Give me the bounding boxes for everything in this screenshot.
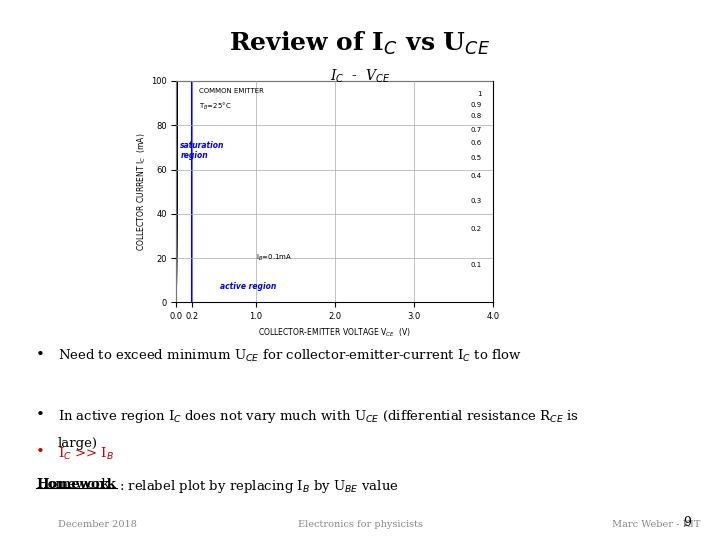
Text: •: • [36,348,45,362]
Text: 0.7: 0.7 [470,127,482,133]
Text: Need to exceed minimum U$_{CE}$ for collector-emitter-current I$_C$ to flow: Need to exceed minimum U$_{CE}$ for coll… [58,348,521,364]
Text: active region: active region [220,282,276,292]
X-axis label: COLLECTOR-EMITTER VOLTAGE V$_{CE}$  (V): COLLECTOR-EMITTER VOLTAGE V$_{CE}$ (V) [258,327,411,339]
Text: 0.4: 0.4 [470,173,482,179]
Text: I$_C$ >> I$_B$: I$_C$ >> I$_B$ [58,446,114,462]
Text: : relabel plot by replacing I$_B$ by U$_{BE}$ value: : relabel plot by replacing I$_B$ by U$_… [119,478,398,495]
Text: 9: 9 [683,516,691,529]
Text: In active region I$_C$ does not vary much with U$_{CE}$ (differential resistance: In active region I$_C$ does not vary muc… [58,408,579,424]
Text: T$_B$=25°C: T$_B$=25°C [199,101,231,112]
Text: 0.8: 0.8 [470,113,482,119]
Text: 0.3: 0.3 [470,198,482,204]
Text: Electronics for physicists: Electronics for physicists [297,520,423,529]
Text: I$_B$=0.1mA: I$_B$=0.1mA [256,253,292,263]
Text: •: • [36,408,45,422]
Text: 0.6: 0.6 [470,140,482,146]
Text: Review of I$_C$ vs U$_{CE}$: Review of I$_C$ vs U$_{CE}$ [230,30,490,57]
Text: I$_C$  -  V$_{CE}$: I$_C$ - V$_{CE}$ [330,68,390,85]
Text: Marc Weber - KIT: Marc Weber - KIT [612,520,701,529]
Text: 0.2: 0.2 [470,226,482,232]
Text: saturation
region: saturation region [181,141,225,160]
Text: large): large) [58,437,98,450]
Text: 0.5: 0.5 [470,156,482,161]
Text: •: • [36,446,45,460]
Text: Homework: Homework [36,478,116,491]
Text: Homework: Homework [36,478,109,491]
Text: December 2018: December 2018 [58,520,137,529]
Y-axis label: COLLECTOR CURRENT I$_C$  (mA): COLLECTOR CURRENT I$_C$ (mA) [135,132,148,251]
Text: 0.1: 0.1 [470,262,482,268]
Text: COMMON EMITTER: COMMON EMITTER [199,87,264,93]
Text: 0.9: 0.9 [470,103,482,109]
Text: 1: 1 [477,91,482,97]
